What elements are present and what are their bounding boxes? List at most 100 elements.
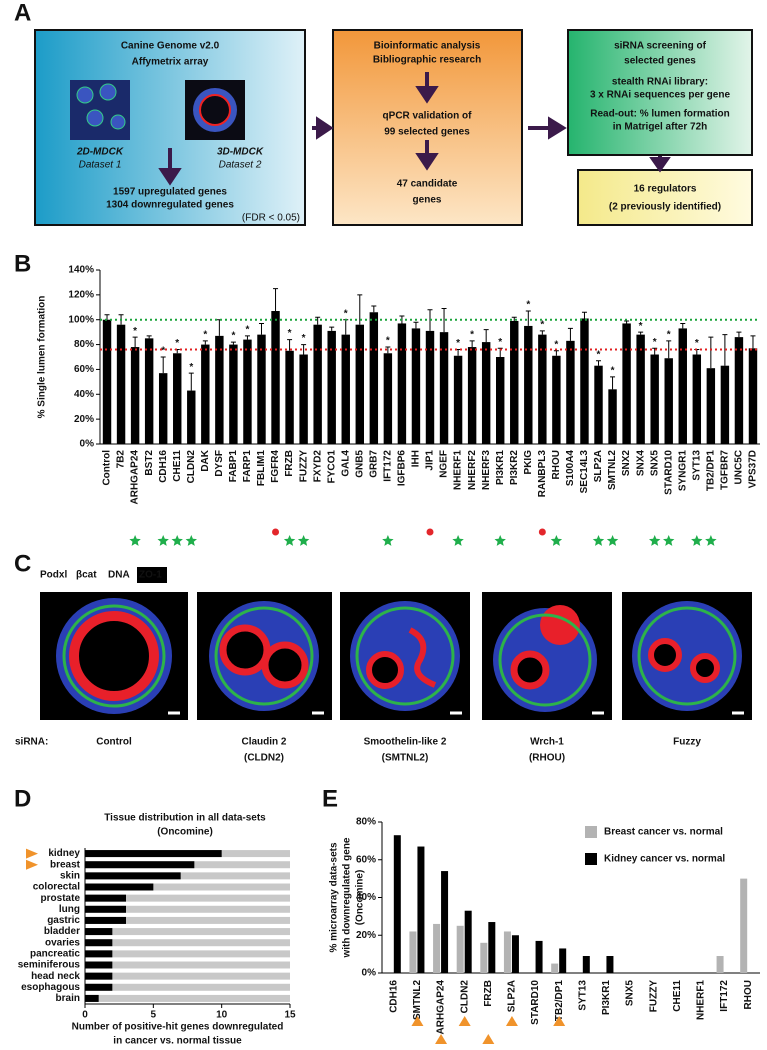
- stain-label: βcat: [76, 570, 97, 581]
- category-star: [606, 535, 619, 546]
- panel-label: E: [322, 785, 338, 812]
- error-bar: [680, 322, 686, 329]
- error-bar: [104, 314, 110, 320]
- x-tick-label: 15: [284, 1010, 296, 1021]
- error-bar: [638, 331, 644, 335]
- error-bar: [385, 346, 391, 354]
- x-tick-label: SNX5: [625, 980, 636, 1007]
- y-tick-label: prostate: [41, 893, 81, 904]
- condition-label: Smoothelin-like 2: [364, 737, 447, 748]
- category-star: [663, 535, 675, 546]
- category-star: [705, 535, 717, 546]
- bar: [678, 328, 687, 444]
- x-tick-label: PI3KR2: [509, 450, 520, 485]
- category-star: [297, 535, 310, 546]
- track: [85, 961, 290, 969]
- bar: [271, 311, 280, 444]
- micrographs: [40, 592, 752, 720]
- bar: [102, 319, 112, 444]
- x-tick-label: DAK: [200, 449, 211, 471]
- bar: [85, 894, 126, 902]
- bar: [85, 972, 113, 980]
- highlight-arrow: [553, 1016, 566, 1026]
- bar: [511, 935, 519, 973]
- x-tick-label: FXYD2: [312, 450, 323, 483]
- image-label: 3D-MDCK: [217, 147, 264, 158]
- y-tick-label: 40%: [356, 892, 376, 903]
- x-tick-label: SNX4: [635, 450, 646, 477]
- x-tick-label: SNX5: [649, 450, 660, 477]
- x-tick-label: CHE11: [172, 450, 183, 482]
- bar: [566, 340, 575, 444]
- significance: *: [653, 337, 657, 348]
- x-tick-label: CDH16: [158, 450, 169, 483]
- bar: [439, 332, 449, 444]
- bar: [229, 344, 238, 444]
- bar: [85, 983, 113, 991]
- x-tick-label: SMTNL2: [412, 980, 423, 1020]
- panel-label: A: [14, 0, 31, 26]
- significance: *: [597, 349, 601, 360]
- x-tick-label: SNX2: [621, 450, 632, 477]
- significance: *: [175, 338, 179, 349]
- bar: [243, 339, 252, 444]
- x-tick-label: IHH: [411, 450, 422, 467]
- error-bar: [315, 316, 321, 325]
- error-bar: [371, 305, 377, 313]
- highlight-arrow: [26, 859, 38, 870]
- x-tick-label: RANBPL3: [537, 450, 548, 498]
- image-caption: Dataset 1: [79, 160, 122, 171]
- x-tick-label: STARD10: [663, 450, 674, 495]
- track: [85, 894, 290, 902]
- x-tick-label: NHERF1: [696, 980, 707, 1020]
- highlight-arrow: [411, 1016, 424, 1026]
- bar: [734, 337, 744, 444]
- box-text: in Matrigel after 72h: [613, 122, 707, 133]
- stain-label: ZO-1: [139, 570, 162, 581]
- significance: *: [456, 338, 460, 349]
- bar: [580, 318, 589, 444]
- y-tick-label: 40%: [74, 389, 94, 400]
- error-bar: [413, 321, 419, 329]
- significance: *: [526, 300, 530, 311]
- y-tick-label: 20%: [74, 414, 94, 425]
- bar: [559, 948, 567, 973]
- legend-label: Kidney cancer vs. normal: [604, 854, 725, 865]
- x-tick-label: BST2: [144, 450, 155, 476]
- x-tick-label: Control: [102, 450, 113, 486]
- highlight-arrow: [26, 848, 38, 859]
- axis-title: % microarray data-sets: [329, 842, 340, 952]
- bar: [85, 994, 99, 1002]
- y-tick-label: 80%: [356, 817, 376, 828]
- x-tick-label: DYSF: [214, 450, 225, 477]
- x-tick-label: TB2/DP1: [705, 450, 716, 492]
- category-star: [171, 535, 183, 546]
- error-bar: [581, 311, 587, 319]
- axis-title: % Single lumen formation: [37, 296, 48, 419]
- error-bar: [469, 340, 475, 348]
- box-text: genes: [413, 195, 442, 206]
- condition-label: Claudin 2: [241, 737, 286, 748]
- bar: [299, 354, 308, 444]
- error-bar: [708, 336, 714, 369]
- bar: [538, 334, 547, 444]
- panel-label: C: [14, 550, 31, 577]
- category-dot: [538, 528, 546, 536]
- axis-title: Number of positive-hit genes downregulat…: [72, 1022, 284, 1033]
- x-tick-label: STARD10: [530, 980, 541, 1025]
- x-tick-label: SYT13: [691, 450, 702, 481]
- x-tick-label: FYCO1: [326, 450, 337, 484]
- box-text: qPCR validation of: [383, 111, 473, 122]
- x-tick-label: S100A4: [565, 450, 576, 487]
- track: [85, 994, 290, 1002]
- significance: *: [554, 339, 558, 350]
- bar: [85, 850, 222, 858]
- error-bar: [230, 341, 236, 345]
- box-title: Affymetrix array: [132, 57, 209, 68]
- x-tick-label: UNC5C: [734, 450, 745, 484]
- error-bar: [666, 340, 672, 359]
- bar: [341, 334, 350, 444]
- x-tick-label: SLP2A: [593, 450, 604, 482]
- bar: [85, 950, 113, 958]
- y-tick-label: lung: [59, 904, 80, 915]
